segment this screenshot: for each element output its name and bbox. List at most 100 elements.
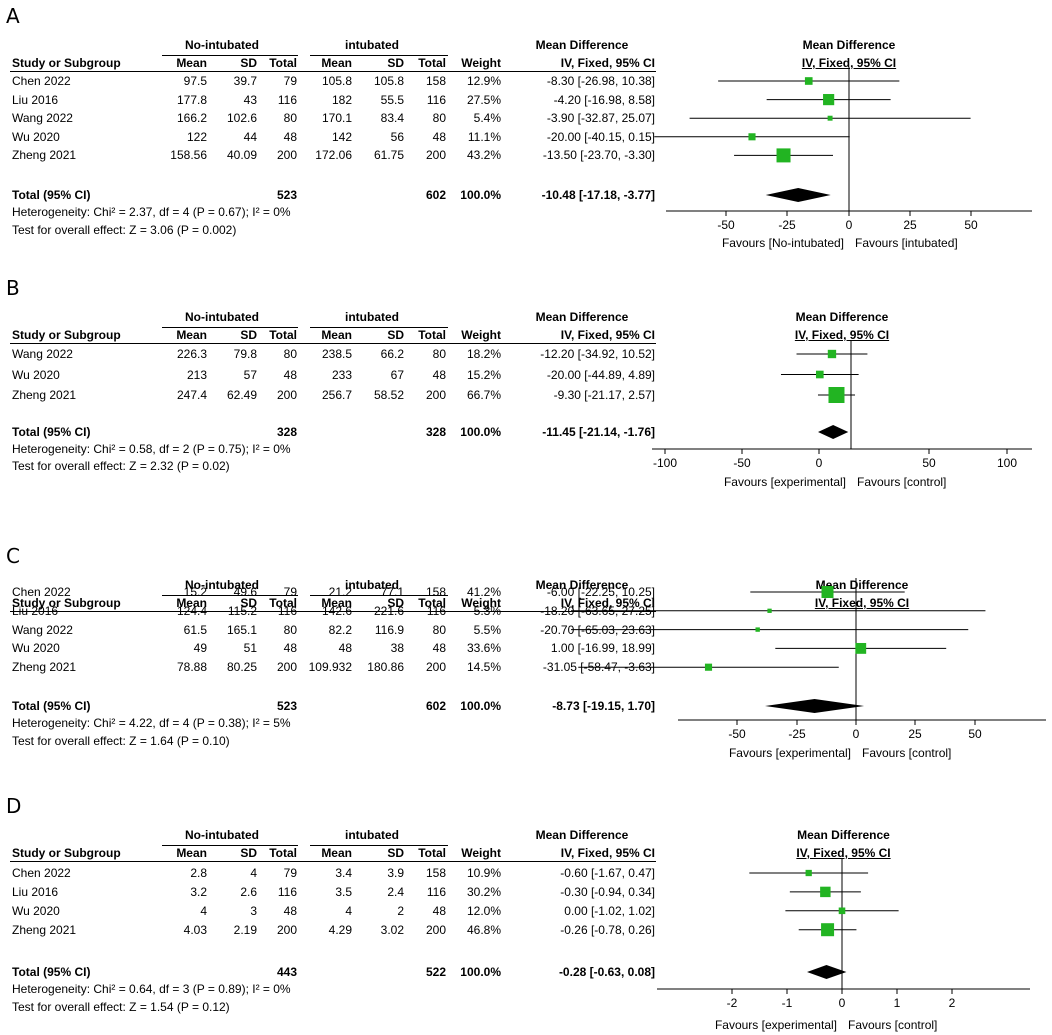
study-m2: 82.2: [328, 622, 352, 637]
study-ci: 1.00 [-16.99, 18.99]: [550, 641, 655, 656]
study-sd1: 51: [243, 641, 257, 656]
total-n1: 443: [276, 965, 297, 979]
group2-header: intubated: [345, 310, 399, 324]
study-sd1: 3: [250, 903, 257, 918]
study-m2: 238.5: [321, 347, 352, 361]
x-tick-label: 0: [815, 456, 823, 470]
study-n1: 80: [283, 622, 297, 637]
x-tick-label: 25: [903, 218, 917, 232]
study-n2: 200: [425, 922, 446, 937]
x-tick-label: 0: [852, 727, 860, 741]
study-m1: 122: [186, 129, 207, 144]
study-n2: 80: [432, 622, 446, 637]
study-n1: 79: [283, 585, 297, 599]
study-m1: 61.5: [183, 622, 207, 637]
study-n2: 48: [432, 129, 446, 144]
study-m1: 78.88: [176, 660, 207, 675]
x-tick-label: -100: [652, 456, 678, 470]
col-header-total1: Total: [269, 596, 297, 610]
total-ci: -10.48 [-17.18, -3.77]: [541, 188, 655, 202]
total-label: Total (95% CI): [12, 965, 91, 979]
header-rule: [10, 71, 656, 72]
total-weight: 100.0%: [460, 188, 501, 202]
total-ci: -0.28 [-0.63, 0.08]: [558, 965, 655, 979]
total-weight: 100.0%: [460, 425, 501, 439]
heterogeneity-text: Heterogeneity: Chi² = 0.58, df = 2 (P = …: [12, 442, 291, 456]
col-header-study: Study or Subgroup: [12, 596, 121, 610]
col-header-total2: Total: [418, 846, 446, 860]
study-sd2: 56: [390, 129, 404, 144]
header-rule: [10, 861, 656, 862]
study-effect-marker: [855, 642, 867, 654]
study-ci: -8.30 [-26.98, 10.38]: [546, 74, 655, 88]
header-rule: [10, 611, 656, 612]
x-tick-label: 2: [948, 996, 956, 1010]
study-effect-marker: [748, 133, 756, 141]
study-n1: 48: [283, 367, 297, 382]
study-weight: 5.4%: [473, 111, 501, 126]
col-header-mean2: Mean: [321, 596, 352, 610]
study-weight: 12.0%: [466, 903, 501, 918]
favours-left-label: Favours [experimental]: [723, 475, 846, 489]
plot-subheader: IV, Fixed, 95% CI: [794, 328, 890, 342]
study-sd1: 43: [243, 92, 257, 107]
col-header-total2: Total: [418, 56, 446, 70]
study-m1: 166.2: [176, 111, 207, 126]
study-n1: 48: [283, 903, 297, 918]
study-sd1: 4: [250, 866, 257, 880]
heterogeneity-text: Heterogeneity: Chi² = 0.64, df = 3 (P = …: [12, 982, 291, 996]
panel-label: C: [6, 544, 20, 568]
col-header-mean1: Mean: [176, 328, 207, 342]
total-label: Total (95% CI): [12, 699, 91, 713]
study-ci: -3.90 [-32.87, 25.07]: [546, 111, 655, 126]
study-n1: 200: [276, 388, 297, 402]
study-n2: 116: [426, 603, 446, 618]
col-header-mean2: Mean: [321, 328, 352, 342]
study-n1: 48: [283, 129, 297, 144]
x-tick-label: 100: [996, 456, 1018, 470]
study-weight: 5.3%: [473, 603, 501, 618]
study-effect-marker: [828, 387, 845, 403]
total-ci: -11.45 [-21.14, -1.76]: [542, 425, 655, 439]
study-n1: 79: [283, 866, 297, 880]
study-ci: -6.00 [-22.25, 10.25]: [546, 585, 655, 599]
favours-right-label: Favours [control]: [848, 1018, 938, 1032]
group2-header: intubated: [345, 828, 399, 842]
group2-rule: [310, 327, 448, 328]
study-n1: 116: [277, 884, 297, 899]
col-header-weight: Weight: [461, 596, 501, 610]
study-m2: 105.8: [321, 74, 352, 88]
col-header-ci: IV, Fixed, 95% CI: [560, 596, 655, 610]
study-m1: 124.4: [176, 603, 207, 618]
study-sd2: 180.86: [367, 660, 404, 675]
x-tick-label: 50: [964, 218, 978, 232]
group1-header: No-intubated: [185, 828, 259, 842]
study-n1: 79: [283, 74, 297, 88]
study-ci: 0.00 [-1.02, 1.02]: [564, 903, 655, 918]
total-n1: 328: [276, 425, 297, 439]
study-sd2: 2.4: [387, 884, 404, 899]
study-sd1: 44: [243, 129, 257, 144]
md-header: Mean Difference: [535, 38, 629, 52]
study-name: Liu 2016: [12, 92, 59, 107]
study-sd2: 116.9: [374, 622, 404, 637]
study-n2: 48: [432, 903, 446, 918]
study-name: Liu 2016: [12, 884, 59, 899]
study-name: Wang 2022: [12, 347, 73, 361]
group2-header: intubated: [345, 578, 399, 592]
col-header-sd1: SD: [240, 596, 257, 610]
col-header-total1: Total: [269, 846, 297, 860]
md-header: Mean Difference: [535, 310, 629, 324]
pooled-diamond: [765, 699, 865, 713]
study-m2: 170.1: [321, 111, 352, 126]
x-tick-label: 1: [893, 996, 901, 1010]
study-name: Zheng 2021: [12, 388, 77, 402]
total-weight: 100.0%: [460, 965, 501, 979]
study-m1: 3.2: [190, 884, 207, 899]
favours-right-label: Favours [intubated]: [855, 236, 958, 250]
study-weight: 18.2%: [466, 347, 501, 361]
